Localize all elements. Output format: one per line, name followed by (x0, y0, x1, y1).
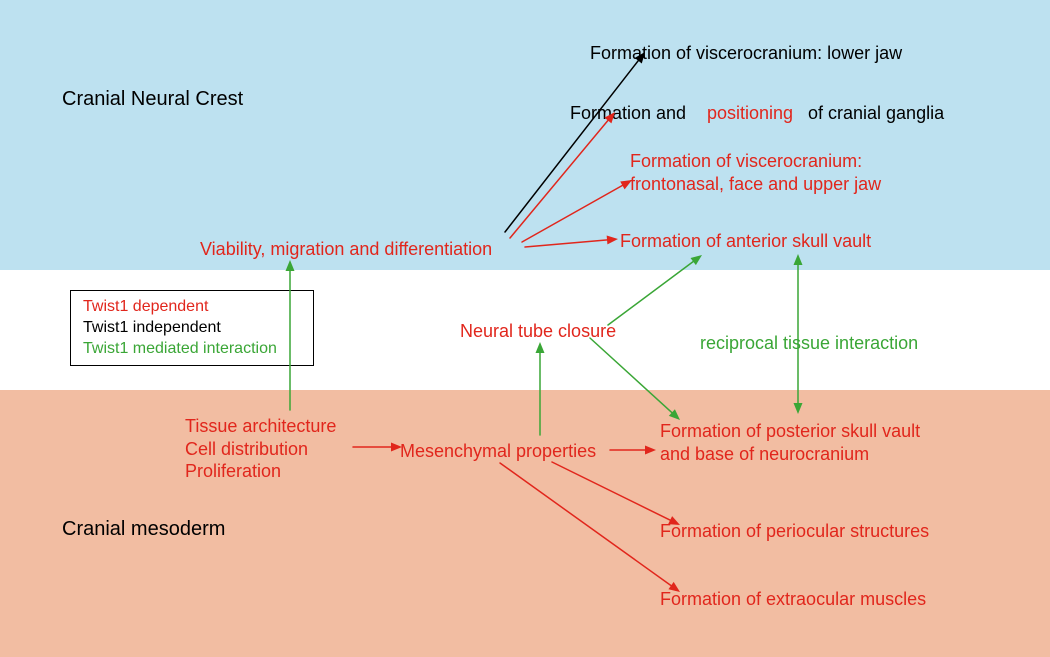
legend-box: Twist1 dependent Twist1 independent Twis… (70, 290, 314, 366)
node-viscerocranium-upper: Formation of viscerocranium: frontonasal… (630, 150, 881, 195)
node-viscerocranium-lower-jaw: Formation of viscerocranium: lower jaw (590, 42, 902, 65)
node-reciprocal-interaction: reciprocal tissue interaction (700, 332, 918, 355)
title-cranial-neural-crest: Cranial Neural Crest (62, 88, 243, 111)
legend-twist1-dependent: Twist1 dependent (83, 297, 301, 318)
node-periocular-structures: Formation of periocular structures (660, 520, 929, 543)
node-cranial-ganglia-pre: Formation and (570, 102, 691, 125)
node-neural-tube-closure: Neural tube closure (460, 320, 616, 343)
node-cranial-ganglia-post: of cranial ganglia (803, 102, 944, 125)
node-tissue-architecture: Tissue architecture Cell distribution Pr… (185, 415, 336, 483)
legend-twist1-independent: Twist1 independent (83, 318, 301, 339)
region-cranial-neural-crest (0, 0, 1050, 270)
node-posterior-skull-vault: Formation of posterior skull vault and b… (660, 420, 920, 465)
node-extraocular-muscles: Formation of extraocular muscles (660, 588, 926, 611)
legend-twist1-mediated: Twist1 mediated interaction (83, 339, 301, 360)
title-cranial-mesoderm: Cranial mesoderm (62, 518, 225, 541)
node-cranial-ganglia-positioning: positioning (707, 102, 793, 125)
node-mesenchymal-properties: Mesenchymal properties (400, 440, 596, 463)
node-viability: Viability, migration and differentiation (200, 238, 492, 261)
node-anterior-skull-vault: Formation of anterior skull vault (620, 230, 871, 253)
